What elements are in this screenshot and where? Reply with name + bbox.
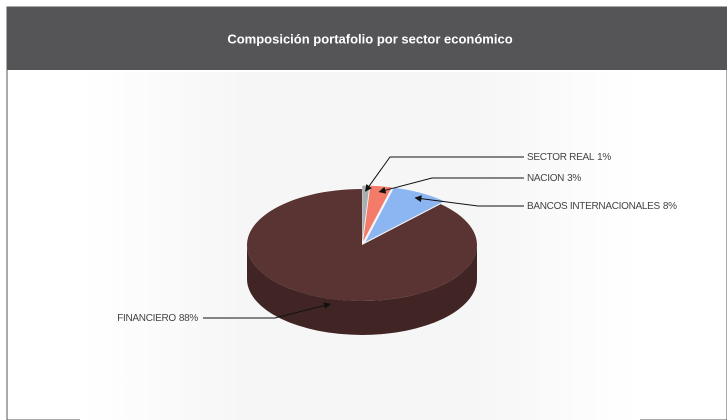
chart-title: Composición portafolio por sector económ… [227,31,512,46]
slice [365,187,445,243]
category-label: SECTOR REAL [527,152,595,163]
leader-line [365,156,524,192]
slice-side [247,245,477,335]
header [7,7,727,70]
leader-line [378,177,524,194]
pie: SECTOR REAL 1% NACION 3% BANCOS INTERNACIONA… [117,152,677,335]
data-label: SECTOR REAL 1% [527,152,611,163]
category-label: FINANCIERO [117,313,176,324]
value-label: 88% [179,313,199,324]
category-label: NACION [527,173,564,184]
data-label: NACION 3% [527,173,581,184]
data-label: BANCOS INTERNACIONALES 8% [527,201,677,212]
slice [247,189,478,301]
value-label: 3% [567,173,581,184]
leader-line [203,302,331,319]
value-label: 1% [597,152,611,163]
slice [363,185,392,242]
data-label: FINANCIERO 88% [117,313,198,324]
leader-line [414,195,524,207]
slice [362,185,370,242]
value-label: 8% [663,201,677,212]
category-label: BANCOS INTERNACIONALES [527,201,661,212]
